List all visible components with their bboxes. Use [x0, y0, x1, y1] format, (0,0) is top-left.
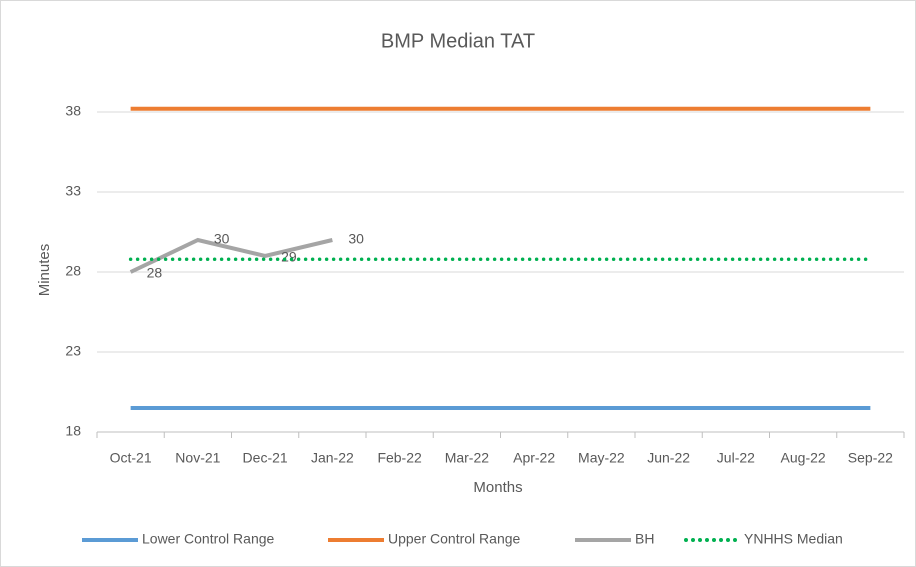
- legend-label: Lower Control Range: [142, 531, 275, 547]
- data-label: 30: [214, 231, 230, 247]
- x-tick-label: Aug-22: [781, 450, 826, 466]
- y-tick-label: 28: [65, 263, 81, 279]
- x-tick-label: Apr-22: [513, 450, 555, 466]
- x-tick-label: Mar-22: [445, 450, 490, 466]
- x-tick-label: Nov-21: [175, 450, 220, 466]
- data-label: 29: [281, 249, 297, 265]
- x-axis-title: Months: [473, 479, 522, 496]
- data-label: 28: [147, 265, 163, 281]
- y-tick-label: 33: [65, 183, 81, 199]
- x-tick-label: Feb-22: [377, 450, 422, 466]
- x-tick-label: Oct-21: [110, 450, 152, 466]
- x-tick-label: Sep-22: [848, 450, 893, 466]
- y-tick-label: 38: [65, 103, 81, 119]
- x-tick-label: Jun-22: [647, 450, 690, 466]
- data-label: 30: [348, 231, 364, 247]
- y-tick-label: 23: [65, 343, 81, 359]
- x-tick-label: Dec-21: [243, 450, 288, 466]
- x-tick-label: May-22: [578, 450, 625, 466]
- y-tick-label: 18: [65, 423, 81, 439]
- legend-label: Upper Control Range: [388, 531, 521, 547]
- x-tick-label: Jul-22: [717, 450, 755, 466]
- legend-label: BH: [635, 531, 654, 547]
- x-tick-label: Jan-22: [311, 450, 354, 466]
- series-line: [129, 237, 333, 274]
- legend-label: YNHHS Median: [744, 531, 843, 547]
- y-axis-title: Minutes: [36, 244, 53, 297]
- chart-title: BMP Median TAT: [381, 30, 535, 52]
